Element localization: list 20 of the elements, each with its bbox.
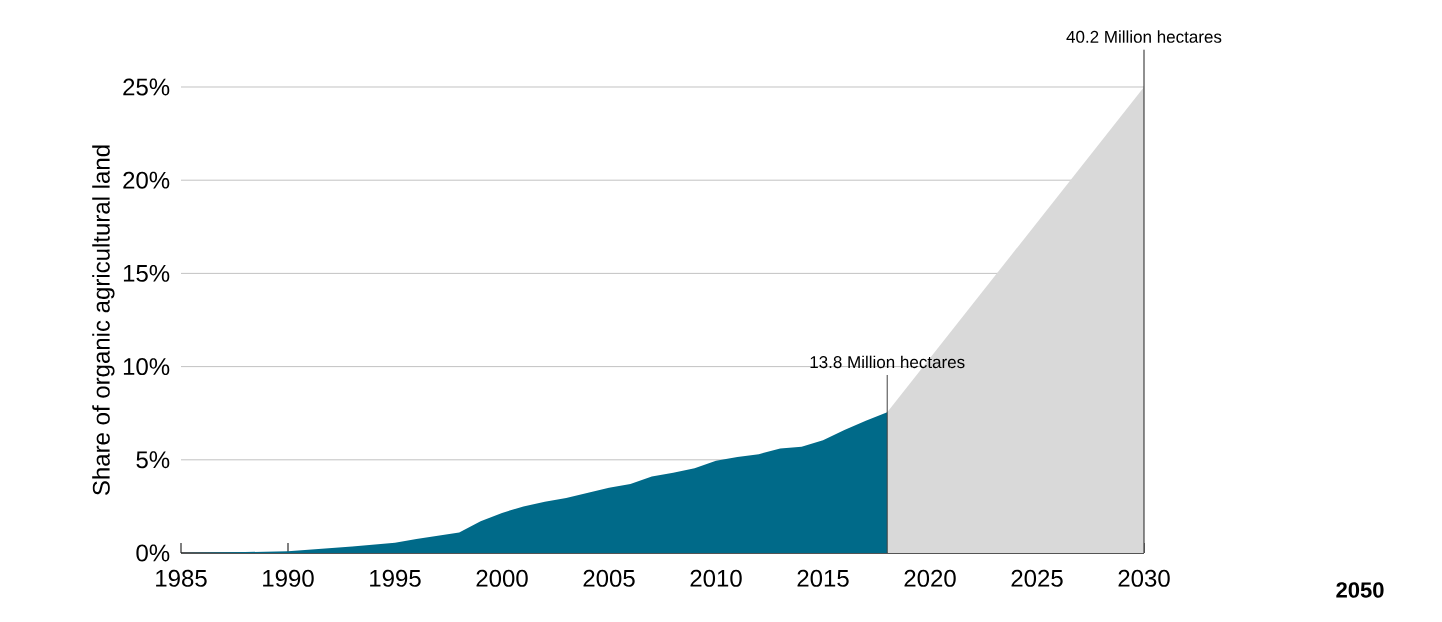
y-tick-label: 15% [123,264,170,282]
y-axis-title: Share of organic agricultural land [92,145,115,496]
x-tick-label: 2015 [797,569,849,587]
x-tick-label: 2000 [476,569,528,587]
y-tick-label: 20% [123,171,170,189]
x-tick-label: 2030 [1118,569,1170,587]
ref-line-label: 40.2 Million hectares [1066,30,1222,43]
x-tick-label: 1995 [370,569,421,587]
y-tick-label: 10% [123,358,170,376]
text: 2050 [1336,582,1384,598]
x-tick-label: 1985 [156,569,207,587]
x-tick-label: 2005 [583,569,635,587]
ref-line-label: 13.8 Million hectares [810,355,965,369]
x-tick-label: 2010 [690,569,742,587]
y-tick-label: 0% [136,544,170,562]
x-tick-label: 2020 [904,569,956,587]
x-tick-label: 2025 [1011,569,1063,587]
y-tick-label: 25% [123,78,170,96]
y-tick-label: 5% [136,451,170,469]
x-tick-label: 1990 [263,569,314,587]
